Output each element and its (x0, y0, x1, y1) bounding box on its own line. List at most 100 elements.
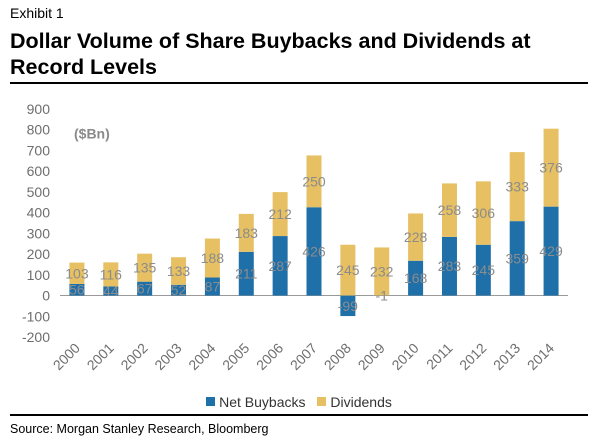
legend-item-dividends: Dividends (317, 393, 392, 410)
data-label-net-buybacks: 287 (268, 258, 292, 274)
legend-swatch-net-buybacks (206, 397, 216, 406)
legend-item-net-buybacks: Net Buybacks (206, 393, 306, 410)
legend-label-dividends: Dividends (330, 393, 392, 410)
x-tick-label: 2006 (253, 340, 286, 373)
data-label-dividends: 228 (404, 229, 428, 245)
data-label-net-buybacks: 168 (404, 270, 428, 286)
source-note: Source: Morgan Stanley Research, Bloombe… (10, 422, 269, 436)
data-label-dividends: 306 (472, 205, 496, 221)
bar-dividends (69, 262, 85, 284)
y-tick-label: 0 (42, 288, 50, 304)
footer-divider (10, 414, 588, 416)
data-label-net-buybacks: 87 (205, 279, 221, 295)
bar-net-buybacks (475, 244, 491, 296)
data-label-net-buybacks: 211 (235, 266, 258, 282)
bar-net-buybacks (441, 236, 457, 296)
x-tick-label: 2004 (185, 340, 218, 373)
x-tick-label: 2013 (490, 340, 523, 373)
bar-dividends (374, 247, 390, 296)
bar-net-buybacks (137, 281, 153, 296)
y-tick-label: -200 (22, 329, 50, 345)
bar-dividends (171, 257, 187, 285)
data-label-net-buybacks: 283 (438, 258, 462, 274)
legend-swatch-dividends (317, 397, 327, 406)
data-label-net-buybacks: 359 (506, 250, 530, 266)
bar-net-buybacks (543, 206, 559, 296)
data-label-dividends: 135 (133, 260, 157, 276)
x-tick-label: 2005 (219, 340, 252, 373)
x-tick-label: 2001 (84, 340, 117, 373)
bar-dividends (543, 128, 559, 207)
y-tick-label: 400 (27, 205, 51, 221)
bar-dividends (306, 155, 322, 208)
data-label-net-buybacks: -1 (376, 288, 389, 304)
exhibit-label: Exhibit 1 (10, 5, 64, 21)
y-tick-label: 100 (27, 267, 51, 283)
x-tick-label: 2012 (456, 340, 489, 373)
data-label-dividends: 232 (370, 264, 394, 280)
bar-dividends (509, 152, 525, 222)
data-label-dividends: 133 (167, 263, 191, 279)
bar-dividends (272, 192, 288, 237)
x-tick-label: 2011 (423, 340, 456, 373)
data-label-net-buybacks: -99 (338, 298, 358, 314)
data-label-dividends: 245 (336, 262, 360, 278)
stacked-bar-chart: -200 -100 0 100 200 300 400 500 600 700 800 900 ($Bn… (22, 101, 568, 373)
x-tick-label: 2010 (388, 340, 421, 373)
x-tick-label: 2009 (355, 340, 388, 373)
bar-dividends (204, 238, 220, 278)
legend-label-net-buybacks: Net Buybacks (219, 393, 306, 410)
x-tick-label: 2008 (321, 340, 354, 373)
x-tick-label: 2014 (524, 340, 557, 373)
data-label-net-buybacks: 56 (69, 282, 85, 298)
chart-title: Dollar Volume of Share Buybacks and Divi… (10, 29, 531, 79)
y-tick-label: 700 (27, 142, 51, 158)
bar-net-buybacks (272, 236, 288, 296)
data-label-dividends: 183 (235, 225, 259, 241)
bar-dividends (441, 183, 457, 237)
y-tick-label: 500 (27, 184, 51, 200)
bar-net-buybacks (340, 295, 356, 317)
y-tick-label: 200 (27, 246, 51, 262)
y-tick-label: 900 (27, 101, 51, 117)
x-tick-label: 2007 (287, 340, 320, 373)
y-tick-label: 600 (27, 163, 51, 179)
bar-dividends (137, 253, 153, 282)
x-tick-label: 2000 (50, 340, 83, 373)
bar-dividends (103, 262, 119, 287)
title-divider (10, 82, 588, 84)
data-label-dividends: 103 (65, 265, 89, 281)
bar-dividends (340, 244, 356, 296)
data-label-net-buybacks: 426 (302, 243, 326, 259)
data-label-dividends: 258 (438, 202, 462, 218)
y-tick-label: -100 (22, 308, 50, 324)
data-label-dividends: 376 (539, 160, 563, 176)
bar-net-buybacks (238, 251, 254, 296)
data-label-dividends: 212 (268, 206, 292, 222)
data-label-dividends: 188 (201, 250, 225, 266)
bar-net-buybacks (171, 284, 187, 296)
y-tick-label: 300 (27, 225, 51, 241)
data-label-net-buybacks: 429 (539, 243, 563, 259)
data-label-net-buybacks: 245 (472, 262, 496, 278)
bar-net-buybacks (204, 277, 220, 296)
bar-net-buybacks (103, 286, 119, 296)
y-tick-label: 800 (27, 122, 51, 138)
data-label-dividends: 333 (506, 179, 530, 195)
bar-net-buybacks (69, 283, 85, 296)
bar-net-buybacks (306, 207, 322, 296)
bar-dividends (475, 181, 491, 245)
bar-dividends (408, 213, 424, 261)
data-label-net-buybacks: 52 (171, 282, 187, 298)
data-label-dividends: 116 (100, 266, 123, 282)
y-unit-label: ($Bn) (74, 126, 110, 142)
data-label-net-buybacks: 44 (103, 283, 119, 299)
data-label-dividends: 250 (302, 173, 326, 189)
x-tick-label: 2002 (117, 340, 150, 373)
data-label-net-buybacks: 67 (137, 281, 153, 297)
bar-net-buybacks (509, 221, 525, 296)
chart-legend: Net Buybacks Dividends (0, 393, 598, 410)
bar-dividends (238, 213, 254, 252)
bar-net-buybacks (408, 260, 424, 296)
x-tick-label: 2003 (151, 340, 184, 373)
